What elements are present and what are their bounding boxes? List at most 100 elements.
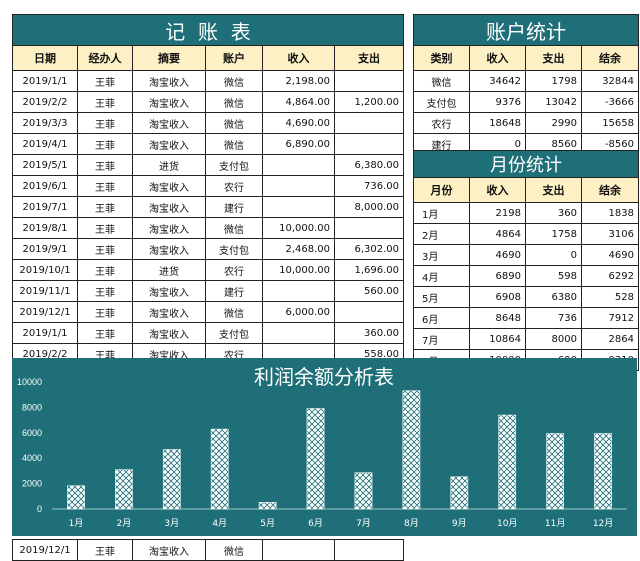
cell-account: 支付包 (205, 322, 263, 344)
y-tick-label: 10000 (17, 377, 42, 387)
ledger-table: 记 账 表 日期 经办人 摘要 账户 收入 支出 2019/1/1 王菲 淘宝收入微… (12, 14, 404, 365)
cell-income: 8648 (469, 307, 526, 329)
cell-expense: 8000 (525, 328, 582, 350)
cell-handler: 王菲 (77, 175, 133, 197)
cell-expense: 360.00 (334, 322, 404, 344)
ledger-bottom-row-table: 2019/12/1 王菲 淘宝收入 微信 (12, 539, 404, 561)
x-tick-label: 9月 (452, 518, 467, 529)
table-row: 2019/5/1 王菲 进货 支付包 6,380.00 (12, 154, 404, 176)
account-stats-table: 账户统计 类别 收入 支出 结余 微信 34642 1798 32844 支付包 9376… (413, 14, 639, 155)
bar-10 (498, 414, 517, 510)
table-row: 2019/7/1 王菲 淘宝收入 建行 8,000.00 (12, 196, 404, 218)
cell-expense: 6380 (525, 286, 582, 308)
bar-3 (162, 449, 181, 510)
table-row: 7月 10864 8000 2864 (413, 328, 639, 350)
cell-account: 支付包 (205, 154, 263, 176)
cell-summary: 淘宝收入 (132, 539, 206, 561)
cell-summary: 淘宝收入 (132, 133, 206, 155)
account-header-row: 类别 收入 支出 结余 (413, 45, 639, 71)
cell-handler: 王菲 (77, 539, 133, 561)
bar-5 (258, 502, 277, 510)
cell-income: 2,468.00 (262, 238, 335, 260)
bar-9 (450, 476, 469, 510)
table-row: 2019/1/1 王菲 淘宝收入 微信 2,198.00 (12, 70, 404, 92)
cell-date: 2019/1/1 (12, 322, 78, 344)
cell-expense: 1758 (525, 223, 582, 245)
cell-label: 农行 (413, 112, 470, 134)
y-tick-label: 8000 (22, 402, 42, 412)
bar-7 (354, 472, 373, 510)
table-row: 2019/4/1 王菲 淘宝收入 微信 6,890.00 (12, 133, 404, 155)
table-row: 2019/9/1 王菲 淘宝收入 支付包 2,468.00 6,302.00 (12, 238, 404, 260)
table-row: 2019/3/3 王菲 淘宝收入 微信 4,690.00 (12, 112, 404, 134)
cell-income: 6908 (469, 286, 526, 308)
cell-income (262, 196, 335, 218)
table-row: 2月 4864 1758 3106 (413, 223, 639, 245)
cell-balance: 6292 (581, 265, 639, 287)
cell-expense: 360 (525, 202, 582, 224)
cell-balance: 3106 (581, 223, 639, 245)
cell-expense: 598 (525, 265, 582, 287)
cell-expense (334, 217, 404, 239)
cell-expense: 736 (525, 307, 582, 329)
cell-expense (334, 70, 404, 92)
cell-summary: 淘宝收入 (132, 322, 206, 344)
cell-expense: 736.00 (334, 175, 404, 197)
cell-summary: 淘宝收入 (132, 196, 206, 218)
cell-income: 2,198.00 (262, 70, 335, 92)
header-expense: 支出 (334, 45, 404, 71)
header-expense: 支出 (525, 177, 582, 203)
monthly-stats-table: 月份统计 月份 收入 支出 结余 1月 2198 360 1838 2月 4864 1758… (413, 150, 639, 371)
cell-summary: 淘宝收入 (132, 175, 206, 197)
cell-date: 2019/7/1 (12, 196, 78, 218)
table-row: 2019/1/1 王菲 淘宝收入 支付包 360.00 (12, 322, 404, 344)
cell-handler: 王菲 (77, 133, 133, 155)
cell-summary: 淘宝收入 (132, 112, 206, 134)
x-tick-label: 10月 (497, 518, 517, 529)
profit-balance-chart: 利润余额分析表 0 2000 4000 6000 8000 10000 1月 2月 3月 4月 5月… (12, 358, 637, 536)
cell-date: 2019/4/1 (12, 133, 78, 155)
cell-date: 2019/12/1 (12, 301, 78, 323)
cell-account: 农行 (205, 175, 263, 197)
cell-account: 微信 (205, 112, 263, 134)
x-tick-label: 5月 (260, 518, 275, 529)
cell-date: 2019/11/1 (12, 280, 78, 302)
cell-handler: 王菲 (77, 112, 133, 134)
cell-summary: 淘宝收入 (132, 217, 206, 239)
cell-handler: 王菲 (77, 259, 133, 281)
table-row: 微信 34642 1798 32844 (413, 70, 639, 92)
cell-income: 2198 (469, 202, 526, 224)
table-row: 3月 4690 0 4690 (413, 244, 639, 266)
cell-expense: 13042 (525, 91, 582, 113)
x-tick-label: 6月 (308, 518, 323, 529)
cell-expense (334, 539, 404, 561)
cell-account: 微信 (205, 301, 263, 323)
table-row: 2019/6/1 王菲 淘宝收入 农行 736.00 (12, 175, 404, 197)
cell-handler: 王菲 (77, 70, 133, 92)
header-summary: 摘要 (132, 45, 206, 71)
x-tick-label: 8月 (404, 518, 419, 529)
cell-income: 10,000.00 (262, 217, 335, 239)
cell-handler: 王菲 (77, 280, 133, 302)
cell-income: 10,000.00 (262, 259, 335, 281)
cell-expense: 8,000.00 (334, 196, 404, 218)
cell-label: 4月 (413, 265, 470, 287)
cell-account: 微信 (205, 539, 263, 561)
table-row: 5月 6908 6380 528 (413, 286, 639, 308)
cell-income (262, 175, 335, 197)
cell-date: 2019/10/1 (12, 259, 78, 281)
cell-account: 支付包 (205, 238, 263, 260)
cell-label: 2月 (413, 223, 470, 245)
table-row: 1月 2198 360 1838 (413, 202, 639, 224)
cell-balance: 2864 (581, 328, 639, 350)
cell-balance: 4690 (581, 244, 639, 266)
cell-label: 支付包 (413, 91, 470, 113)
cell-account: 建行 (205, 280, 263, 302)
y-tick-label: 6000 (22, 428, 42, 438)
header-income: 收入 (469, 45, 526, 71)
cell-balance: -3666 (581, 91, 639, 113)
cell-label: 微信 (413, 70, 470, 92)
ledger-header-row: 日期 经办人 摘要 账户 收入 支出 (12, 45, 404, 71)
cell-handler: 王菲 (77, 91, 133, 113)
bar-8 (402, 390, 421, 510)
